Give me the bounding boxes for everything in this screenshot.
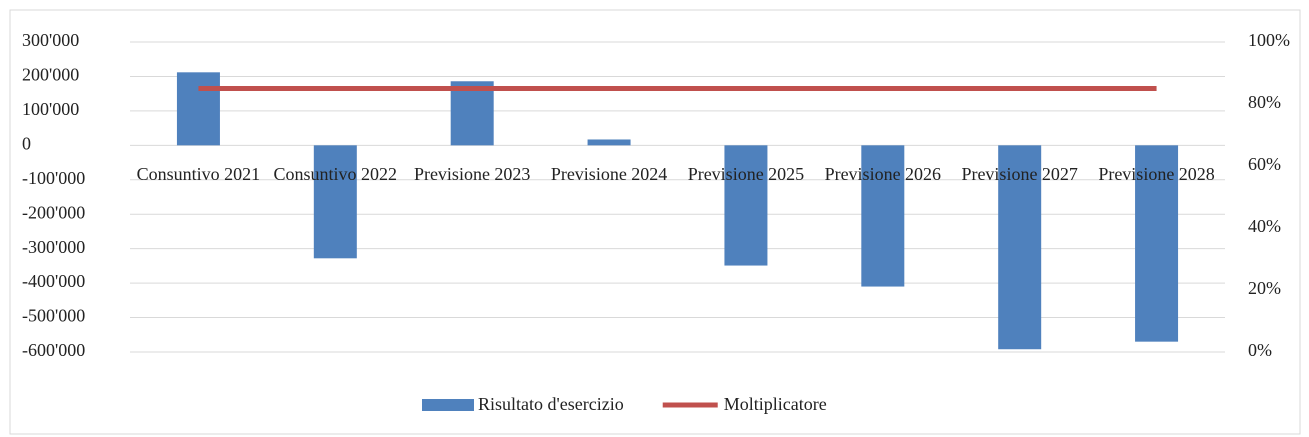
x-tick-label: Previsione 2024 (550, 164, 668, 184)
y-tick-label: -100'000 (22, 168, 85, 188)
y-tick-label: 300'000 (22, 30, 79, 50)
y-tick-label: -200'000 (22, 202, 85, 222)
x-tick-label: Consuntivo 2021 (136, 164, 261, 184)
bar (313, 145, 357, 259)
x-tick-label: Previsione 2023 (413, 164, 531, 184)
y2-tick-label: 40% (1248, 216, 1281, 236)
y2-tick-label: 80% (1248, 92, 1281, 112)
y2-tick-label: 20% (1248, 278, 1281, 298)
x-tick-label: Previsione 2027 (961, 164, 1078, 184)
x-tick-label: Consuntivo 2022 (273, 164, 398, 184)
y2-tick-label: 100% (1248, 30, 1290, 50)
y-tick-label: -400'000 (22, 271, 85, 291)
bar (587, 139, 631, 146)
bar (176, 72, 220, 146)
x-tick-label: Previsione 2028 (1098, 164, 1215, 184)
x-tick-label: Previsione 2025 (687, 164, 805, 184)
y-tick-label: 200'000 (22, 65, 79, 85)
bar (1135, 145, 1179, 342)
y-tick-label: -600'000 (22, 340, 85, 360)
legend-label: Risultato d'esercizio (478, 394, 624, 414)
y2-tick-label: 60% (1248, 154, 1281, 174)
bar (724, 145, 768, 266)
y-tick-label: -500'000 (22, 306, 85, 326)
legend-swatch (422, 399, 474, 411)
bar (450, 81, 494, 146)
bar (861, 145, 905, 287)
y-tick-label: 0 (22, 133, 31, 153)
chart-frame (9, 9, 1301, 435)
legend-label: Moltiplicatore (724, 394, 827, 414)
bar (998, 145, 1042, 350)
y-tick-label: 100'000 (22, 99, 79, 119)
y2-tick-label: 0% (1248, 340, 1272, 360)
y-tick-label: -300'000 (22, 237, 85, 257)
x-tick-label: Previsione 2026 (824, 164, 942, 184)
